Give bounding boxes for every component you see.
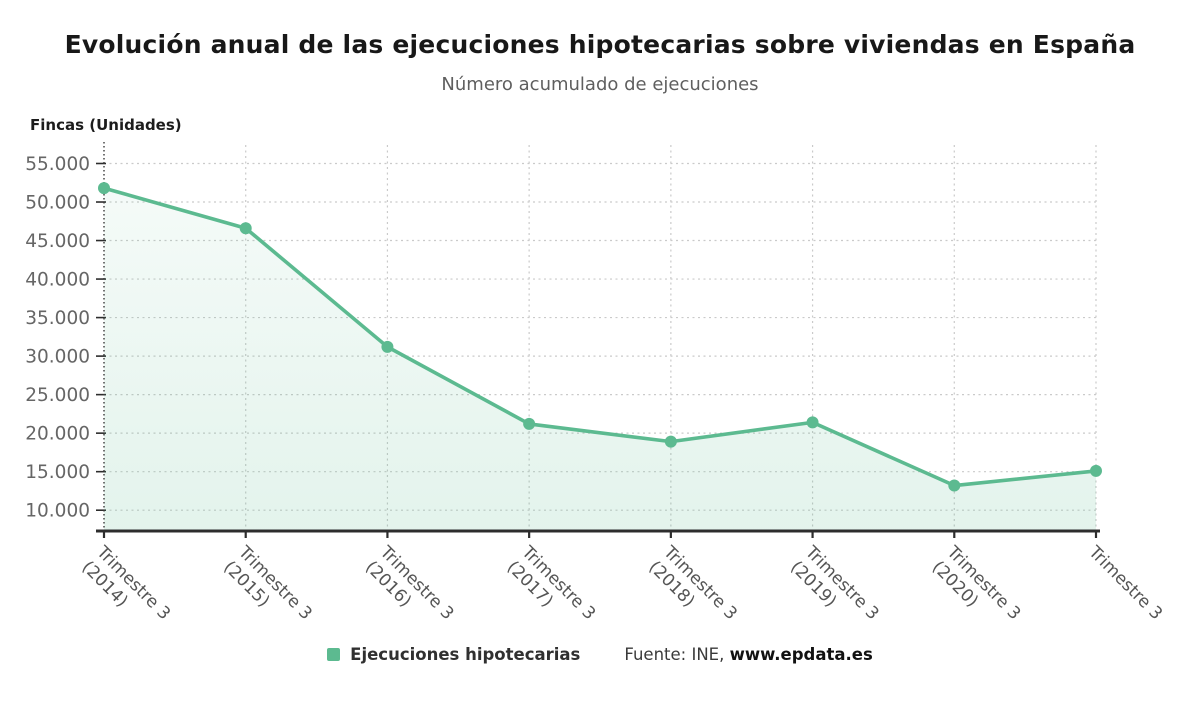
y-tick-label: 30.000 — [25, 347, 90, 368]
x-tick-label: Trimestre 3(2020) — [927, 542, 1024, 639]
y-tick-label: 40.000 — [25, 270, 90, 291]
source-attribution: Fuente: INE, www.epdata.es — [624, 645, 872, 664]
y-tick-label: 50.000 — [25, 193, 90, 214]
y-tick-label: 10.000 — [25, 501, 90, 522]
source-prefix: Fuente: INE, — [624, 645, 725, 664]
y-tick-label: 20.000 — [25, 424, 90, 445]
data-point-marker[interactable] — [98, 182, 110, 195]
chart-footer: Ejecuciones hipotecarias Fuente: INE, ww… — [0, 645, 1200, 664]
source-site-link[interactable]: www.epdata.es — [729, 645, 873, 664]
y-tick-label: 45.000 — [25, 231, 90, 252]
x-tick-label: Trimestre 3(2014) — [77, 542, 174, 639]
data-point-marker[interactable] — [523, 417, 536, 430]
y-tick-label: 35.000 — [25, 308, 90, 329]
area-fill — [104, 188, 1096, 532]
data-point-marker[interactable] — [381, 340, 394, 353]
page-subtitle: Número acumulado de ejecuciones — [441, 74, 759, 95]
data-point-marker[interactable] — [1090, 464, 1102, 477]
x-tick-label: Trimestre 3(2017) — [502, 542, 599, 639]
x-tick-label: Trimestre 3(2019) — [785, 542, 882, 639]
x-tick-label: Trimestre 3(2015) — [219, 542, 316, 639]
y-tick-label: 15.000 — [25, 462, 90, 483]
y-tick-label: 55.000 — [25, 154, 90, 175]
y-axis-title: Fincas (Unidades) — [30, 116, 182, 134]
y-tick-label: 25.000 — [25, 385, 90, 406]
x-tick-label: Trimestre 3 — [1084, 542, 1166, 624]
legend-swatch-icon — [327, 648, 341, 661]
data-point-marker[interactable] — [806, 416, 819, 429]
data-point-marker[interactable] — [948, 479, 961, 492]
data-point-marker[interactable] — [664, 435, 677, 448]
data-point-marker[interactable] — [239, 222, 252, 235]
legend-label: Ejecuciones hipotecarias — [350, 645, 581, 664]
page-title: Evolución anual de las ejecuciones hipot… — [64, 30, 1136, 59]
legend-item-ejecuciones[interactable]: Ejecuciones hipotecarias — [327, 645, 580, 664]
x-tick-label: Trimestre 3(2016) — [360, 542, 457, 639]
x-tick-label: Trimestre 3(2018) — [644, 542, 741, 639]
series-line — [102, 186, 1098, 488]
